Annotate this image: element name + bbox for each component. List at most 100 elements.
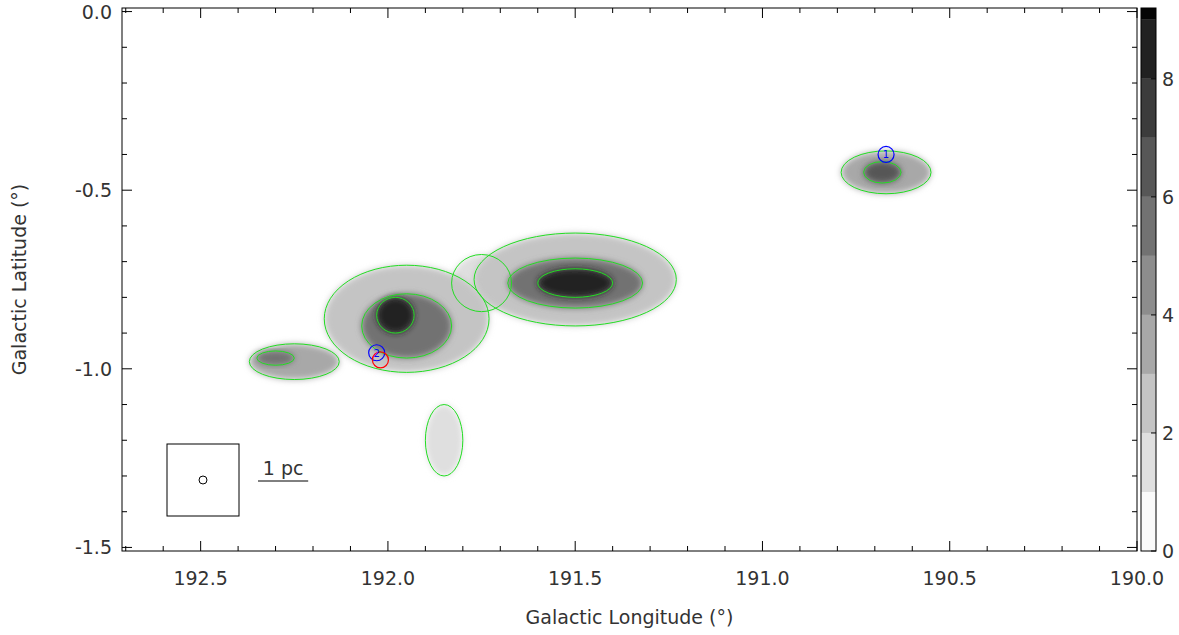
y-minor-tick (1132, 333, 1137, 334)
y-tick-label: -0.5 (75, 179, 112, 201)
clump (257, 351, 294, 365)
x-minor-tick (425, 8, 426, 13)
y-minor-tick (1132, 83, 1137, 84)
clump (362, 294, 452, 358)
colorbar-step (1141, 8, 1156, 20)
x-tick-label: 191.0 (735, 567, 789, 589)
scale-bar (258, 481, 308, 482)
colorbar-tick (1151, 432, 1156, 433)
x-minor-tick (1099, 8, 1100, 13)
x-tick (200, 8, 201, 18)
colorbar-tick-label: 8 (1162, 68, 1174, 90)
x-minor-tick (500, 546, 501, 551)
y-minor-tick (122, 333, 127, 334)
colorbar-tick-label: 4 (1162, 304, 1174, 326)
y-minor-tick (1132, 475, 1137, 476)
y-minor-tick (122, 404, 127, 405)
y-minor-tick (1132, 261, 1137, 262)
colorbar-step (1141, 20, 1156, 79)
x-tick (387, 8, 388, 18)
x-tick (200, 541, 201, 551)
marker-label: 1 (883, 149, 889, 160)
x-minor-tick (537, 8, 538, 13)
contour (362, 294, 452, 358)
x-minor-tick (612, 546, 613, 551)
x-minor-tick (275, 546, 276, 551)
contour (425, 405, 462, 476)
clump (864, 162, 901, 183)
y-minor-tick (122, 261, 127, 262)
x-minor-tick (1024, 546, 1025, 551)
x-minor-tick (650, 546, 651, 551)
x-minor-tick (912, 546, 913, 551)
x-minor-tick (725, 8, 726, 13)
chart: 12192.5192.0191.5191.0190.5190.00.0-0.5-… (0, 0, 1179, 635)
colorbar-tick-label: 2 (1162, 422, 1174, 444)
x-minor-tick (163, 546, 164, 551)
y-minor-tick (122, 297, 127, 298)
y-tick (1127, 11, 1137, 12)
x-minor-tick (313, 546, 314, 551)
y-minor-tick (122, 225, 127, 226)
x-tick (1137, 8, 1138, 18)
y-minor-tick (122, 440, 127, 441)
clump (377, 297, 414, 333)
x-minor-tick (912, 8, 913, 13)
clump (474, 233, 676, 326)
y-tick (1127, 547, 1137, 548)
y-minor-tick (1132, 47, 1137, 48)
contour (249, 344, 339, 380)
colorbar-tick (1151, 196, 1156, 197)
x-tick-label: 192.5 (173, 567, 227, 589)
scale-bar-label: 1 pc (263, 457, 304, 479)
contour (324, 265, 489, 372)
y-minor-tick (122, 83, 127, 84)
contour (864, 162, 901, 183)
x-minor-tick (687, 8, 688, 13)
clump (538, 269, 613, 298)
x-tick-label: 190.5 (923, 567, 977, 589)
x-minor-tick (612, 8, 613, 13)
y-axis-title: Galactic Latitude (°) (8, 184, 30, 376)
clump (249, 344, 339, 380)
contour (452, 254, 512, 311)
clump (508, 258, 643, 308)
y-minor-tick (122, 118, 127, 119)
x-minor-tick (350, 8, 351, 13)
x-tick-label: 192.0 (361, 567, 415, 589)
colorbar-step (1141, 79, 1156, 138)
x-minor-tick (238, 8, 239, 13)
y-tick (122, 11, 132, 12)
y-minor-tick (122, 475, 127, 476)
colorbar-step (1141, 374, 1156, 433)
x-minor-tick (1099, 546, 1100, 551)
x-minor-tick (1062, 546, 1063, 551)
y-minor-tick (122, 511, 127, 512)
x-minor-tick (987, 8, 988, 13)
clump (425, 405, 462, 476)
x-tick (762, 8, 763, 18)
x-minor-tick (650, 8, 651, 13)
colorbar-tick (1151, 78, 1156, 79)
colorbar-step (1141, 138, 1156, 197)
y-minor-tick (122, 47, 127, 48)
x-minor-tick (725, 546, 726, 551)
colorbar-tick-label: 0 (1162, 540, 1174, 562)
x-minor-tick (462, 8, 463, 13)
source-marker (369, 345, 385, 361)
colorbar-step (1141, 433, 1156, 492)
colorbar-step (1141, 197, 1156, 256)
x-minor-tick (125, 8, 126, 13)
contour (257, 351, 294, 365)
x-minor-tick (462, 546, 463, 551)
y-minor-tick (1132, 154, 1137, 155)
x-minor-tick (1024, 8, 1025, 13)
x-tick-label: 190.0 (1110, 567, 1164, 589)
x-minor-tick (874, 8, 875, 13)
x-minor-tick (799, 8, 800, 13)
y-tick-label: 0.0 (82, 1, 112, 23)
x-tick (1137, 541, 1138, 551)
y-tick (122, 190, 132, 191)
colorbar-step (1141, 492, 1156, 551)
x-minor-tick (500, 8, 501, 13)
